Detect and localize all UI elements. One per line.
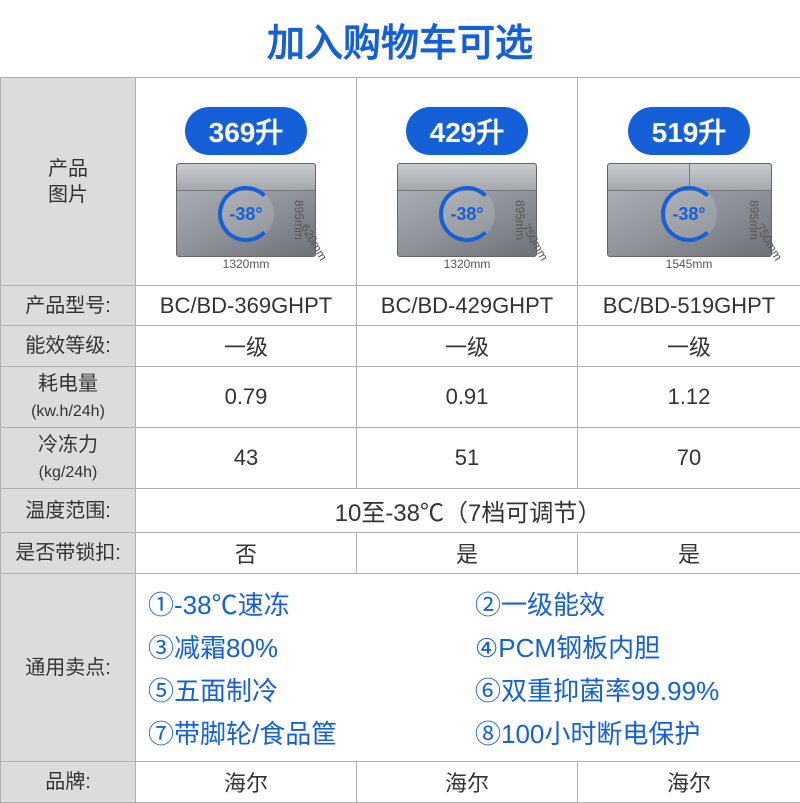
cell-brand: 海尔 [136,762,357,803]
capacity-badge: 519升 [628,107,751,155]
dim-width: 1320mm [444,257,491,271]
cell-model: BC/BD-369GHPT [136,286,357,326]
cell-energy: 一级 [357,326,578,367]
label-product-image: 产品 图片 [1,78,136,286]
label-brand: 品牌: [1,762,136,803]
feature-item: ⑤五面制冷 [148,671,461,708]
label-features: 通用卖点: [1,574,136,762]
freezer-illustration: -38° 1320mm 895mm 620mm [176,163,316,257]
feature-item: ②一级能效 [475,585,788,622]
cell-freeze: 70 [578,428,800,489]
feature-item: ③减霜80% [148,628,461,665]
product-1-cell: 429升 -38° 1320mm 895mm 750mm [357,78,578,286]
cell-temp-range: 10至-38℃（7档可调节） [136,489,800,533]
label-freeze: 冷冻力 (kg/24h) [1,428,136,489]
label-power: 耗电量 (kw.h/24h) [1,367,136,428]
cell-features: ①-38℃速冻 ②一级能效 ③减霜80% ④PCM钢板内胆 ⑤五面制冷 ⑥双重抑菌率99.… [136,574,800,762]
cell-energy: 一级 [578,326,800,367]
label-temp-range: 温度范围: [1,489,136,533]
cell-lock: 是 [357,533,578,574]
cell-power: 0.79 [136,367,357,428]
label-model: 产品型号: [1,286,136,326]
feature-item: ④PCM钢板内胆 [475,628,788,665]
label-lock: 是否带锁扣: [1,533,136,574]
feature-item: ⑦带脚轮/食品筐 [148,714,461,751]
cell-brand: 海尔 [578,762,800,803]
cell-model: BC/BD-519GHPT [578,286,800,326]
comparison-table: 产品 图片 369升 -38° 1320mm 895mm 620mm 429升 [0,77,800,803]
cell-lock: 是 [578,533,800,574]
cell-model: BC/BD-429GHPT [357,286,578,326]
product-0-cell: 369升 -38° 1320mm 895mm 620mm [136,78,357,286]
cell-energy: 一级 [136,326,357,367]
cell-power: 0.91 [357,367,578,428]
capacity-badge: 429升 [406,107,529,155]
page-title: 加入购物车可选 [0,0,800,77]
cell-power: 1.12 [578,367,800,428]
feature-item: ⑥双重抑菌率99.99% [475,671,788,708]
dim-width: 1545mm [666,257,713,271]
capacity-badge: 369升 [185,107,308,155]
cell-freeze: 43 [136,428,357,489]
cell-lock: 否 [136,533,357,574]
freezer-illustration: -38° 1545mm 895mm 750mm [607,163,772,257]
label-energy: 能效等级: [1,326,136,367]
feature-item: ⑧100小时断电保护 [475,714,788,751]
product-2-cell: 519升 -38° 1545mm 895mm 750mm [578,78,800,286]
feature-item: ①-38℃速冻 [148,585,461,622]
dim-width: 1320mm [223,257,270,271]
freezer-illustration: -38° 1320mm 895mm 750mm [397,163,537,257]
cell-brand: 海尔 [357,762,578,803]
cell-freeze: 51 [357,428,578,489]
